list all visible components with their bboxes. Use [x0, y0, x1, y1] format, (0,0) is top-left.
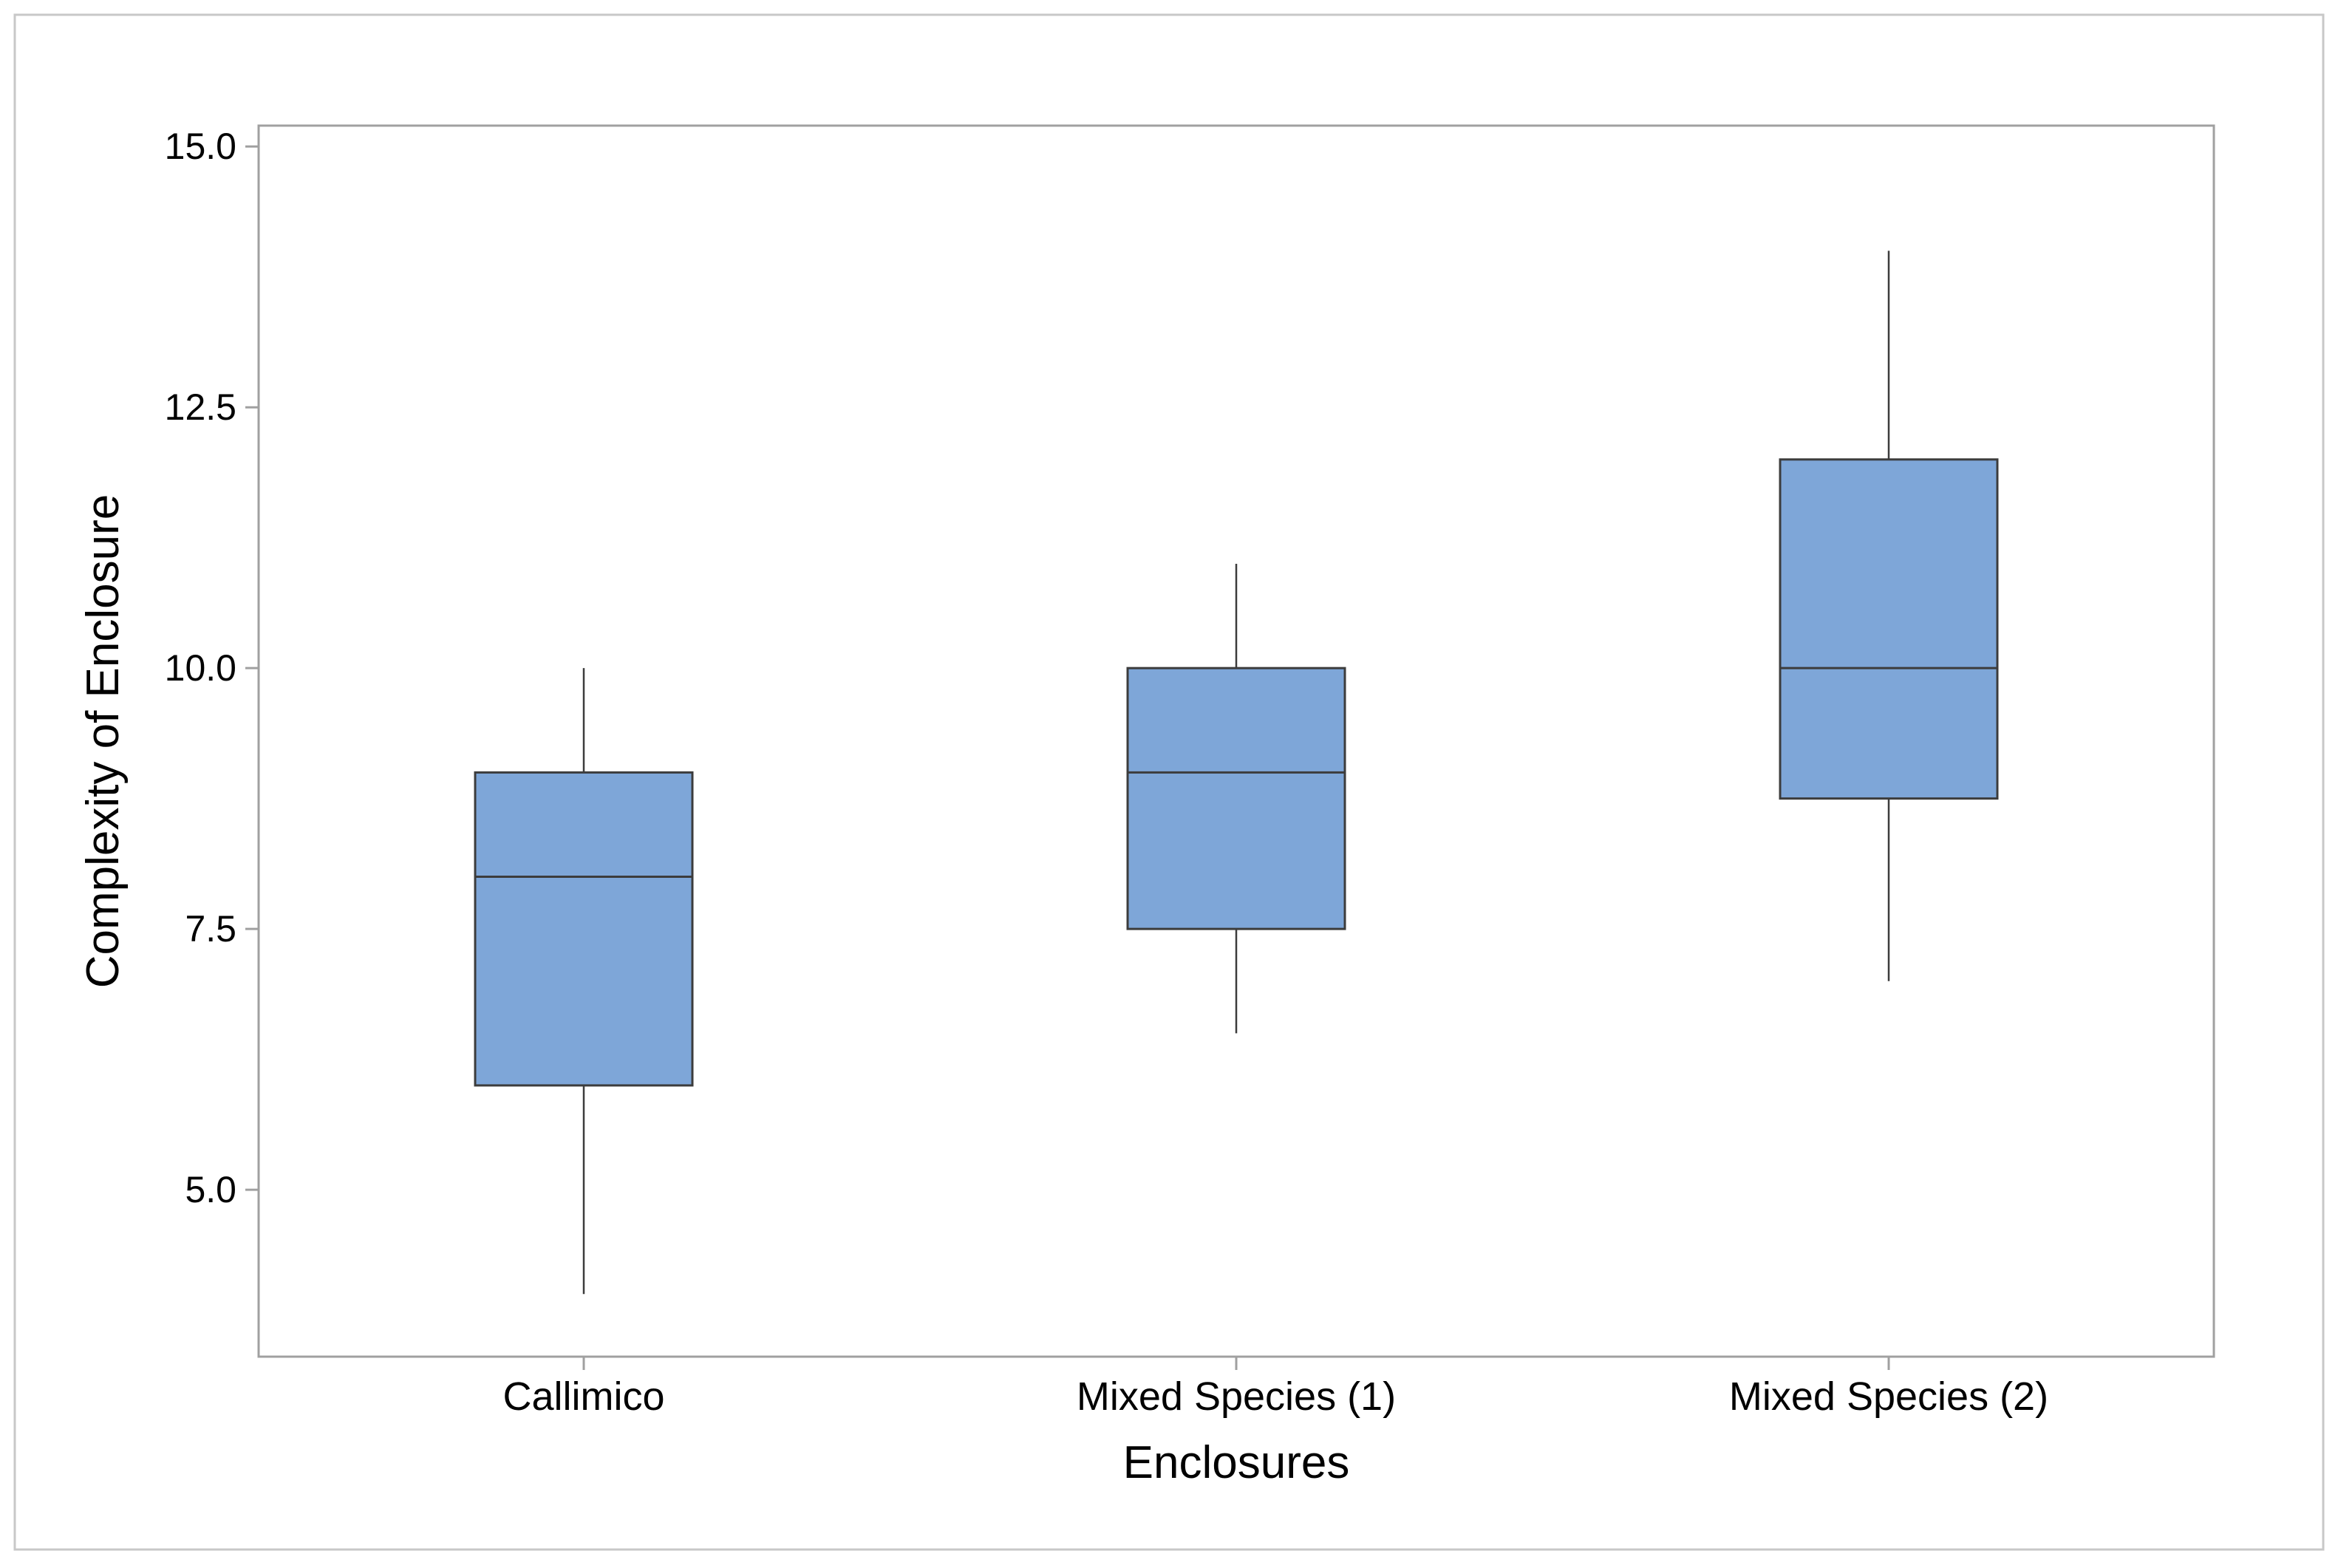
y-tick-label: 15.0 [165, 126, 236, 167]
box-1 [474, 668, 694, 1295]
y-tick-label: 7.5 [185, 908, 236, 950]
x-axis: Callimico Mixed Species (1) Mixed Species … [502, 1357, 2048, 1419]
y-axis: 5.0 7.5 10.0 12.5 15.0 [165, 126, 259, 1210]
box-2 [1126, 563, 1346, 1034]
iqr-box [474, 771, 694, 1087]
y-tick-label: 5.0 [185, 1169, 236, 1210]
y-axis-title: Complexity of Enclosure [78, 494, 129, 989]
box-3 [1779, 250, 1999, 981]
y-tick-label: 12.5 [165, 386, 236, 428]
x-tick-label: Callimico [502, 1374, 664, 1419]
x-tick-label: Mixed Species (2) [1729, 1374, 2048, 1419]
iqr-box [1779, 458, 1999, 800]
iqr-box [1126, 667, 1346, 930]
y-tick-label: 10.0 [165, 647, 236, 689]
x-axis-title: Enclosures [1123, 1437, 1350, 1488]
box-series [474, 250, 1999, 1295]
x-tick-label: Mixed Species (1) [1077, 1374, 1396, 1419]
